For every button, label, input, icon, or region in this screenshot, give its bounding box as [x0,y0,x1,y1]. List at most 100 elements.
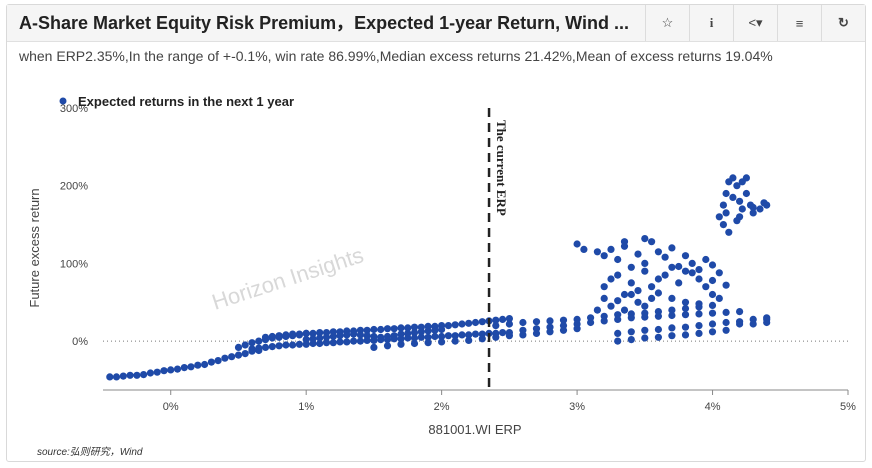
data-point [733,217,741,225]
data-point [221,354,229,362]
data-point [681,298,690,306]
data-point [722,326,730,334]
settings-icon[interactable]: ≡ [777,5,821,41]
data-point [363,332,371,340]
data-point [620,238,629,246]
data-point [627,336,635,344]
data-point [580,245,588,253]
share-icon[interactable]: <▾ [733,5,777,41]
data-point [410,329,419,337]
data-point [600,317,608,325]
data-point [316,339,324,348]
data-point [668,324,676,332]
data-point [641,267,649,275]
data-point [736,320,744,328]
data-point [681,267,690,275]
data-point [614,329,622,337]
data-point [343,338,351,346]
data-point [309,335,317,343]
data-point [383,325,392,333]
data-point [573,320,581,328]
data-point [194,361,202,369]
data-point [431,332,439,341]
data-point [417,333,425,341]
data-point [316,329,324,337]
data-point [641,334,649,342]
data-point [722,281,730,289]
data-point [356,331,364,339]
data-point [431,326,439,334]
data-point [458,331,466,339]
data-point [648,238,656,246]
data-point [268,343,276,351]
data-point [329,332,337,341]
data-point [654,333,663,341]
data-point [295,330,303,338]
legend: Expected returns in the next 1 year [59,94,294,109]
data-point [492,333,500,341]
data-point [505,320,513,328]
data-point [532,325,541,333]
refresh-icon[interactable]: ↻ [821,5,865,41]
data-point [471,330,480,338]
data-point [559,322,568,330]
data-point [410,334,419,342]
data-point [370,343,378,351]
data-point [146,369,154,377]
data-point [451,321,459,329]
y-tick-label: 200% [60,181,88,193]
x-tick-label: 3% [569,401,585,413]
data-point [654,289,663,297]
data-point [654,275,663,283]
data-point [505,315,513,323]
y-tick-label: 0% [72,336,88,348]
data-point [600,294,608,302]
data-point [370,332,378,341]
data-point [519,326,527,334]
data-point [241,341,249,349]
data-point [627,290,635,299]
star-icon[interactable]: ☆ [645,5,689,41]
data-point [708,328,717,336]
data-point [289,330,297,338]
data-point [648,283,656,291]
data-point [641,326,649,334]
data-point [140,371,148,379]
data-point [614,271,622,279]
data-point [282,331,290,339]
data-point [607,245,615,253]
chart-subtitle: when ERP2.35%,In the range of +-0.1%, wi… [19,48,773,64]
data-point [112,373,121,381]
data-point [282,341,290,349]
data-point [322,333,331,341]
y-axis-label: Future excess return [27,188,42,307]
data-point [661,253,669,261]
x-tick-label: 1% [298,401,314,413]
data-point [336,332,344,340]
data-point [749,203,757,212]
data-point [593,306,602,314]
data-point [438,338,446,346]
data-point [722,308,730,316]
data-point [614,337,622,345]
data-point [377,333,385,341]
data-point [499,315,507,323]
data-point [228,353,236,361]
series-points [106,174,771,381]
data-point [444,322,452,330]
data-point [106,373,114,381]
data-point [532,318,541,326]
data-point [607,302,615,310]
data-point [708,320,717,328]
data-point [681,304,690,313]
data-point [695,300,703,308]
data-point [410,339,419,348]
info-icon[interactable]: i [689,5,733,41]
data-point [404,324,412,332]
data-point [681,323,690,331]
data-point [668,311,676,320]
data-point [458,320,466,328]
data-point [505,332,513,340]
data-point [729,174,737,182]
data-point [383,342,392,350]
